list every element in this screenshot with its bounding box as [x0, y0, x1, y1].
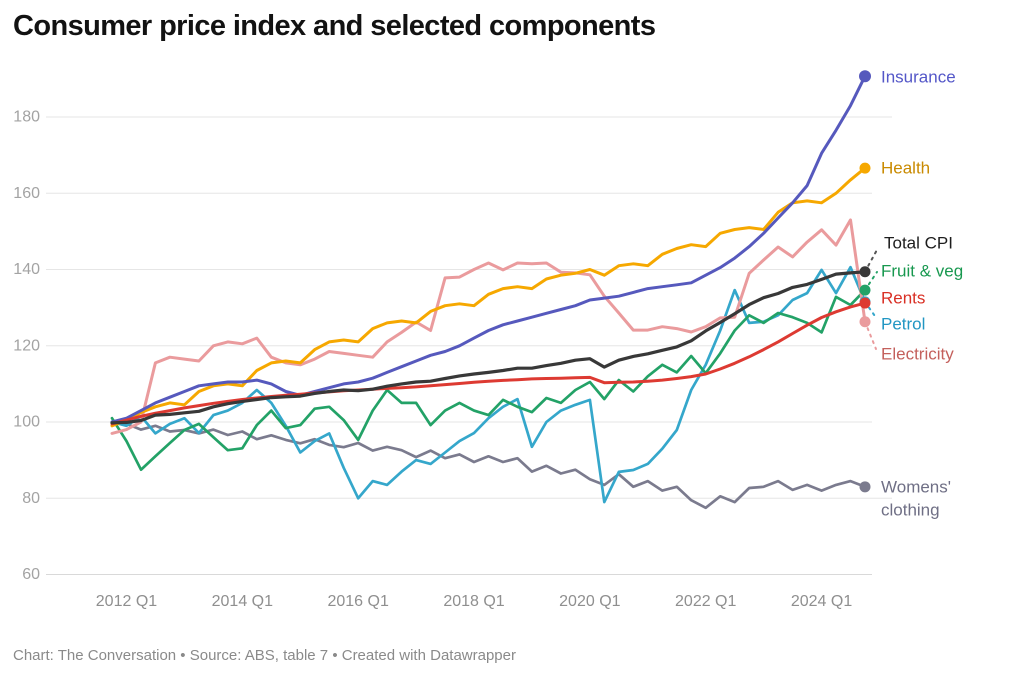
series-label-insurance: Insurance	[881, 68, 956, 87]
chart-title: Consumer price index and selected compon…	[13, 10, 656, 42]
series-endpoint-dot-fruit-veg	[859, 284, 871, 296]
x-axis-label: 2024 Q1	[791, 593, 852, 610]
series-label-womens-clothing: Womens'	[881, 478, 951, 497]
series-label-electricity: Electricity	[881, 345, 954, 364]
x-axis-label: 2022 Q1	[675, 593, 736, 610]
series-label-fruit-veg: Fruit & veg	[881, 262, 963, 281]
y-axis-label: 180	[13, 109, 40, 126]
series-endpoint-dot-total-cpi	[859, 266, 871, 278]
series-label-womens-clothing: clothing	[881, 501, 940, 520]
x-axis-label: 2012 Q1	[96, 593, 157, 610]
x-axis-label: 2018 Q1	[443, 593, 504, 610]
cpi-line-chart-svg: 60 80 100 120 140 160 180 2012 Q1 2014 Q1 2016 Q1…	[13, 68, 963, 611]
y-axis-label: 160	[13, 185, 40, 202]
series-line-health	[110, 166, 867, 428]
leader-line-total-cpi	[864, 247, 879, 273]
y-axis-label: 60	[22, 566, 40, 583]
series-endpoint-dot-womens-clothing	[859, 481, 871, 493]
x-axis-label: 2016 Q1	[327, 593, 388, 610]
y-axis-label: 80	[22, 490, 40, 507]
x-axis-label: 2020 Q1	[559, 593, 620, 610]
series-endpoint-dot-rents	[859, 297, 871, 309]
series-line-insurance	[110, 74, 867, 424]
chart-footer: Chart: The Conversation • Source: ABS, t…	[13, 647, 516, 664]
series-line-total-cpi	[110, 270, 867, 425]
series-label-rents: Rents	[881, 289, 925, 308]
series-label-total-cpi: Total CPI	[884, 234, 953, 253]
series-label-petrol: Petrol	[881, 315, 925, 334]
series-line-rents	[110, 301, 867, 426]
y-axis-label: 100	[13, 414, 40, 431]
leader-line-electricity	[864, 320, 877, 350]
y-axis-label: 120	[13, 337, 40, 354]
y-axis-label: 140	[13, 261, 40, 278]
x-axis-label: 2014 Q1	[212, 593, 273, 610]
series-endpoint-dot-insurance	[859, 70, 872, 83]
line-chart: 60 80 100 120 140 160 180 2012 Q1 2014 Q1 2016 Q1…	[0, 58, 1024, 618]
series-endpoint-dot-electricity	[859, 316, 871, 328]
series-label-health: Health	[881, 159, 930, 178]
series-line-fruit-veg	[110, 288, 867, 472]
series-line-electricity	[110, 218, 867, 435]
series-line-womens-clothing	[110, 420, 867, 510]
series-endpoint-dot-health	[859, 162, 871, 174]
